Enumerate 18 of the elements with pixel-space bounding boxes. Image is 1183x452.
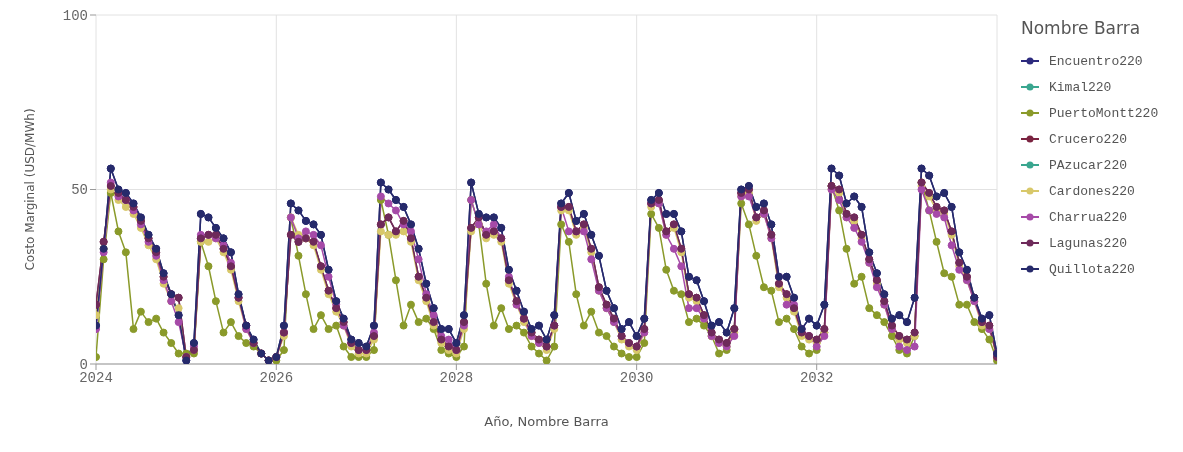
x-tick-label: 2030: [619, 369, 654, 386]
x-tick-label: 2026: [259, 369, 294, 386]
legend-label: Kimal220: [1049, 79, 1112, 95]
x-axis-title: Año, Nombre Barra: [484, 414, 609, 429]
legend-title: Nombre Barra: [1021, 18, 1142, 38]
legend-label: Charrua220: [1049, 209, 1128, 225]
legend-label: Encuentro220: [1049, 53, 1143, 69]
x-tick-label: 2028: [439, 369, 474, 386]
legend-label: Quillota220: [1049, 261, 1135, 277]
legend-label: PuertoMontt220: [1049, 105, 1159, 121]
y-tick-label: 50: [71, 182, 88, 199]
legend-label: Lagunas220: [1049, 235, 1128, 251]
x-tick-label: 2032: [799, 369, 834, 386]
legend-label: PAzucar220: [1049, 157, 1128, 173]
y-tick-label: 100: [62, 7, 88, 24]
legend-label: Cardones220: [1049, 183, 1135, 199]
legend-label: Crucero220: [1049, 131, 1128, 147]
y-axis-title: Costo Marginal (USD/MWh): [23, 108, 38, 271]
